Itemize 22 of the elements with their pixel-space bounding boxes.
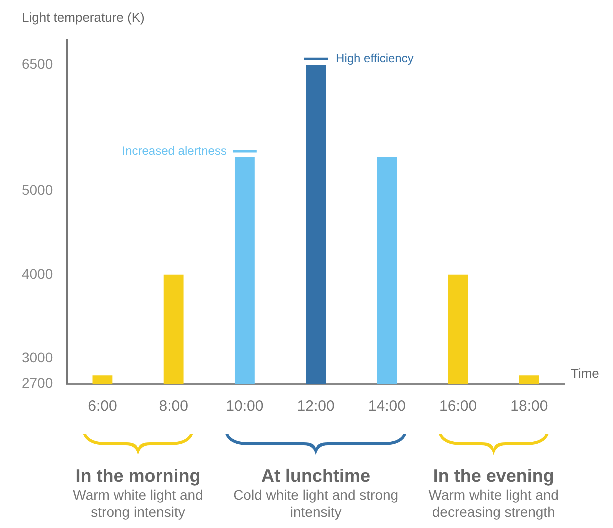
text: Warm white light and strong intensity — [72, 487, 204, 521]
x-tick-label: 18:00 — [510, 398, 548, 416]
text: In the morning — [74, 466, 202, 487]
y-tick-label: 2700 — [22, 374, 54, 391]
text: In the evening — [432, 466, 556, 487]
x-tick-label: 6:00 — [88, 398, 118, 416]
x-tick-label: 14:00 — [368, 398, 406, 416]
text: Warm white light and decreasing strength — [428, 487, 560, 521]
y-tick-label: 6500 — [22, 56, 54, 72]
x-axis-title: Time — [571, 366, 600, 381]
text: Cold white light and strong intensity — [232, 487, 400, 521]
x-tick-label: 8:00 — [159, 398, 188, 416]
y-axis-title: Light temperature (K) — [22, 10, 145, 25]
x-tick-label: 10:00 — [226, 398, 264, 416]
text: At lunchtime — [260, 466, 372, 487]
annotation: High efficiency — [336, 51, 414, 66]
annotation: Increased alertness — [122, 144, 227, 158]
x-tick-label: 12:00 — [297, 398, 335, 416]
x-tick-label: 16:00 — [440, 398, 478, 416]
y-tick-label: 3000 — [22, 350, 54, 366]
y-tick-label: 4000 — [22, 266, 54, 282]
y-tick-label: 5000 — [22, 182, 54, 198]
